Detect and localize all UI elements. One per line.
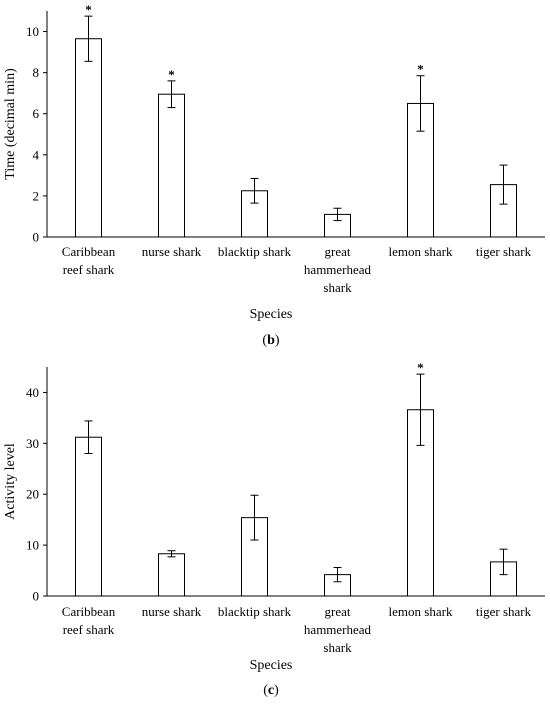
- bar: [75, 38, 102, 238]
- chart-panel-c: 0 10 20 30 40 Activity level Caribbean reef sha…: [0, 352, 550, 706]
- category-label: shark: [323, 280, 352, 295]
- y-axis-label: Activity level: [3, 443, 18, 520]
- category-label: lemon shark: [389, 604, 453, 619]
- category-label: Caribbean: [62, 244, 116, 259]
- chart-b-svg: 0 2 4 6 8 10 Time (decimal min) * Caribbean reef …: [3, 2, 545, 348]
- significance-marker: *: [417, 360, 424, 375]
- category-label: great: [325, 244, 351, 259]
- y-tick-label: 40: [26, 385, 39, 400]
- significance-marker: *: [85, 2, 92, 17]
- significance-marker: *: [417, 62, 424, 77]
- y-tick-label: 10: [26, 24, 39, 39]
- y-tick-label: 10: [26, 538, 39, 553]
- bar: [490, 184, 517, 238]
- category-label: blacktip shark: [218, 604, 292, 619]
- panel-label: (b): [262, 333, 279, 348]
- category-label: great: [325, 604, 351, 619]
- category-label: Caribbean: [62, 604, 116, 619]
- bar: [158, 553, 185, 597]
- category-label: hammerhead: [304, 622, 372, 637]
- category-label: tiger shark: [476, 604, 532, 619]
- category-label: reef shark: [63, 262, 115, 277]
- x-axis-label: Species: [250, 307, 293, 322]
- y-tick-label: 0: [33, 589, 40, 604]
- x-axis-label: Species: [250, 658, 293, 673]
- y-tick-label: 4: [33, 147, 40, 162]
- y-tick-label: 0: [33, 230, 40, 245]
- category-label: nurse shark: [142, 244, 202, 259]
- category-label: hammerhead: [304, 262, 372, 277]
- category-label: tiger shark: [476, 244, 532, 259]
- category-label: lemon shark: [389, 244, 453, 259]
- chart-panel-b: 0 2 4 6 8 10 Time (decimal min) * Caribbean reef …: [0, 0, 550, 352]
- bar: [75, 436, 102, 597]
- y-tick-label: 8: [33, 65, 40, 80]
- category-label: shark: [323, 640, 352, 655]
- y-axis-label: Time (decimal min): [3, 68, 18, 180]
- y-tick-label: 6: [33, 106, 40, 121]
- y-tick-label: 20: [26, 487, 39, 502]
- bar: [241, 190, 268, 238]
- panel-label: (c): [263, 683, 279, 698]
- category-label: blacktip shark: [218, 244, 292, 259]
- chart-c-svg: 0 10 20 30 40 Activity level Caribbean reef sha…: [3, 360, 545, 698]
- category-label: reef shark: [63, 622, 115, 637]
- bar: [158, 93, 185, 238]
- y-tick-label: 30: [26, 436, 39, 451]
- category-label: nurse shark: [142, 604, 202, 619]
- significance-marker: *: [168, 67, 175, 82]
- y-tick-label: 2: [33, 188, 40, 203]
